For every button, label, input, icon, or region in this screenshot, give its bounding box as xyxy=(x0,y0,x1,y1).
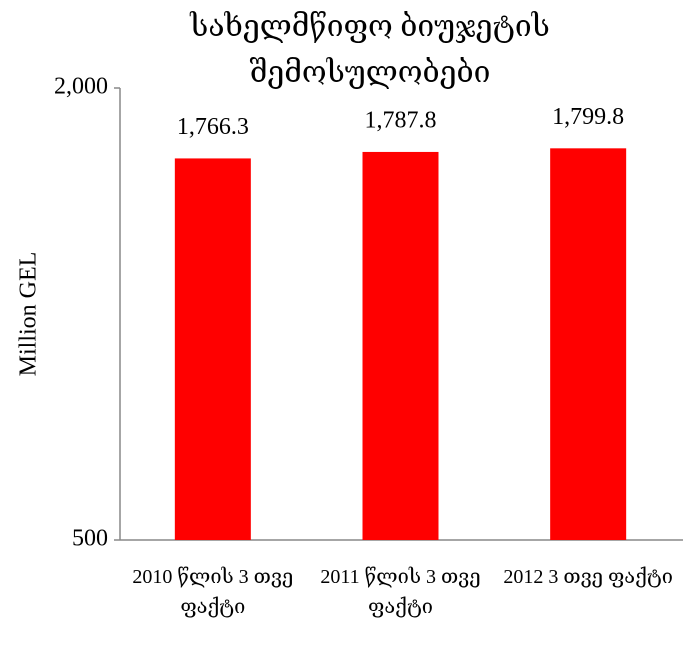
value-label: 1,787.8 xyxy=(365,107,437,133)
bar xyxy=(550,148,627,540)
x-tick-label: 2011 წლის 3 თვე ფაქტი xyxy=(320,566,481,618)
x-tick-label: 2010 წლის 3 თვე ფაქტი xyxy=(132,566,294,618)
bar xyxy=(174,158,251,540)
y-axis-label: Million GEL xyxy=(16,252,42,377)
x-tick-label: 2012 3 თვე ფაქტი xyxy=(503,566,673,588)
value-label: 1,766.3 xyxy=(177,114,249,140)
bar xyxy=(362,151,439,540)
y-tick-label: 2,000 xyxy=(54,74,108,100)
chart-title: სახელმწიფო ბიუჯეტის შემოსულობები xyxy=(190,10,550,89)
value-label: 1,799.8 xyxy=(552,104,624,130)
y-tick-label: 500 xyxy=(72,526,108,552)
